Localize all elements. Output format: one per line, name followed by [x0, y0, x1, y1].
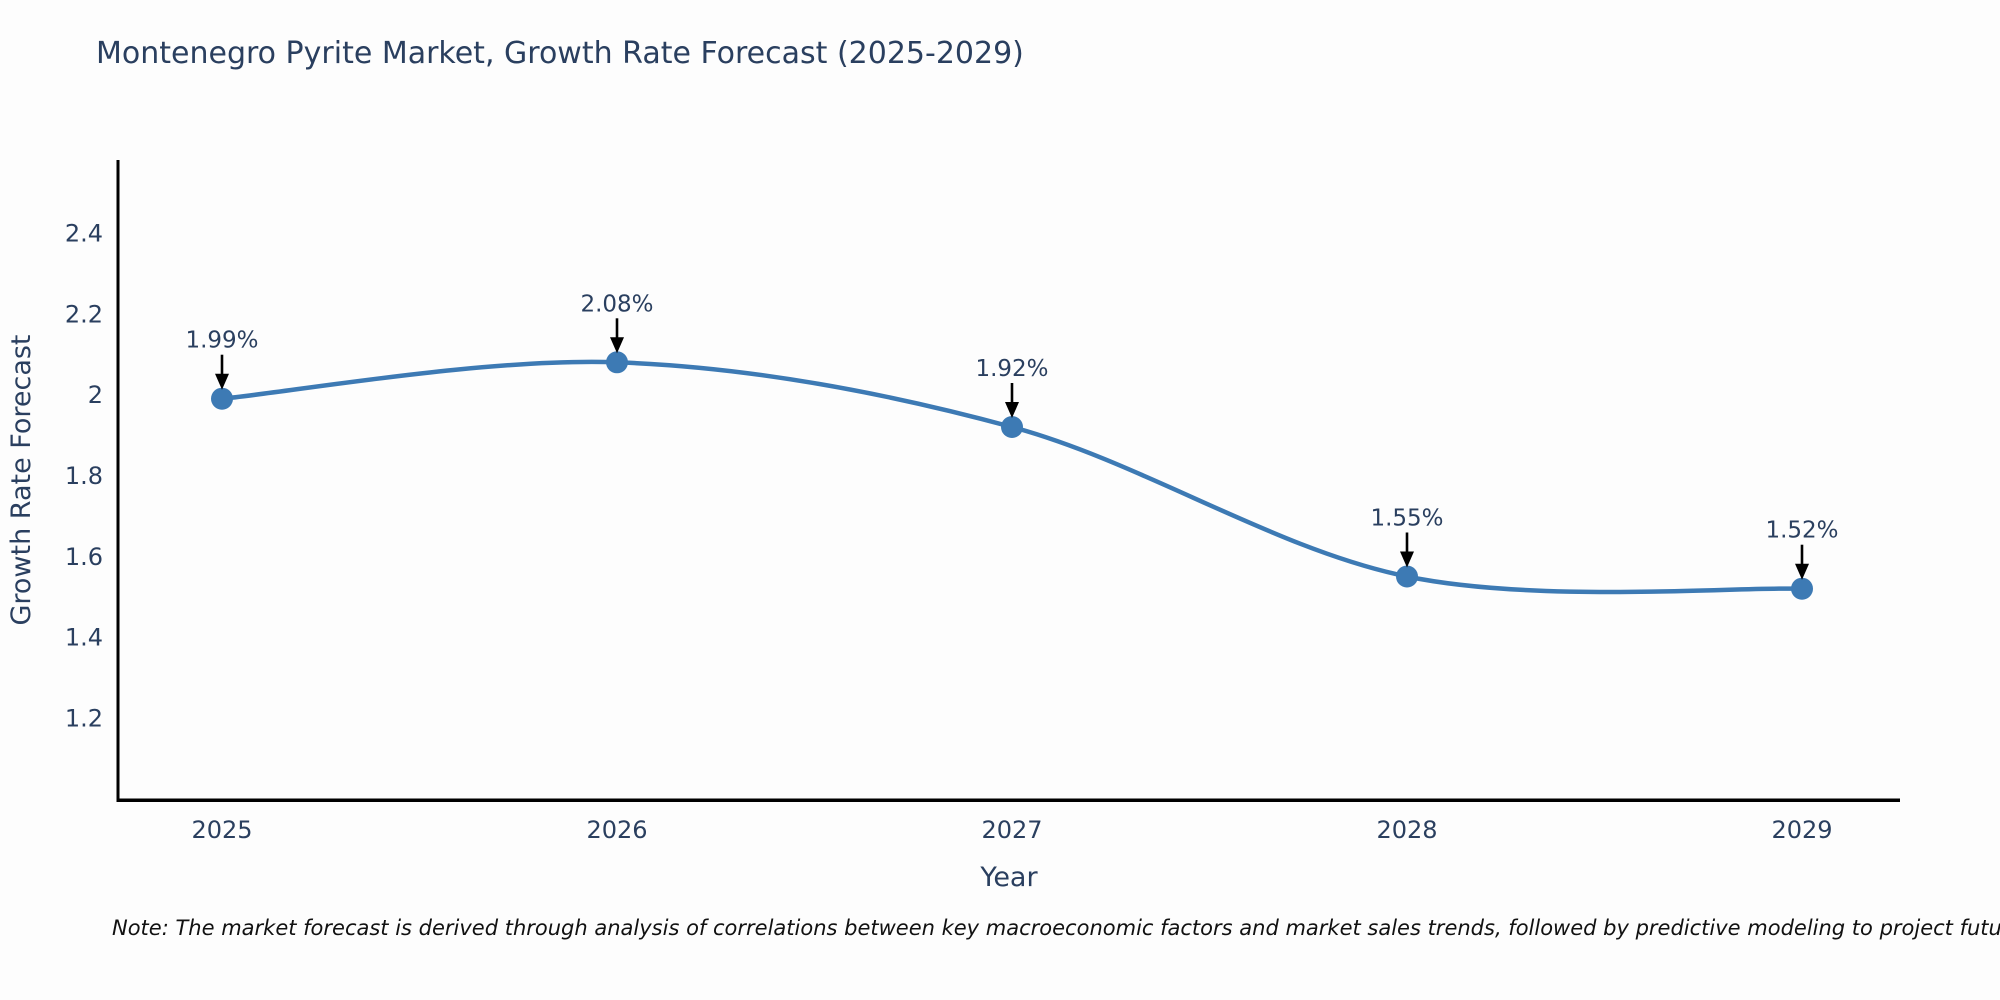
chart-title: Montenegro Pyrite Market, Growth Rate Fo… — [96, 36, 1024, 71]
data-point-marker[interactable] — [1396, 565, 1418, 588]
point-annotation-label: 1.92% — [975, 356, 1048, 382]
data-point-marker[interactable] — [211, 387, 233, 410]
y-tick-label: 1.2 — [65, 705, 103, 733]
y-tick-label: 2.2 — [65, 300, 103, 328]
x-tick-label: 2029 — [1771, 816, 1832, 844]
y-tick-label: 2 — [88, 381, 103, 409]
annotation-arrowhead — [1400, 551, 1414, 568]
y-tick-label: 1.8 — [65, 462, 103, 490]
point-annotation-label: 1.55% — [1370, 506, 1443, 532]
point-annotation-label: 2.08% — [580, 291, 653, 317]
point-annotation-label: 1.99% — [185, 328, 258, 354]
data-point-marker[interactable] — [1791, 577, 1813, 600]
y-tick-label: 1.6 — [65, 543, 103, 571]
x-tick-label: 2027 — [981, 816, 1042, 844]
annotation-arrowhead — [215, 373, 229, 390]
footnote: Note: The market forecast is derived thr… — [112, 916, 2000, 940]
x-tick-label: 2026 — [586, 816, 647, 844]
data-point-marker[interactable] — [1001, 416, 1023, 438]
point-annotation-label: 1.52% — [1765, 518, 1838, 544]
annotation-arrowhead — [1005, 402, 1019, 418]
x-tick-label: 2028 — [1376, 816, 1437, 844]
y-axis-title: Growth Rate Forecast — [6, 334, 37, 625]
x-axis-title: Year — [979, 862, 1038, 893]
y-tick-label: 1.4 — [65, 624, 103, 652]
data-point-marker[interactable] — [606, 351, 628, 374]
x-tick-label: 2025 — [191, 816, 252, 844]
y-tick-label: 2.4 — [65, 220, 103, 248]
annotation-arrowhead — [1795, 563, 1809, 580]
annotation-arrowhead — [610, 337, 624, 354]
